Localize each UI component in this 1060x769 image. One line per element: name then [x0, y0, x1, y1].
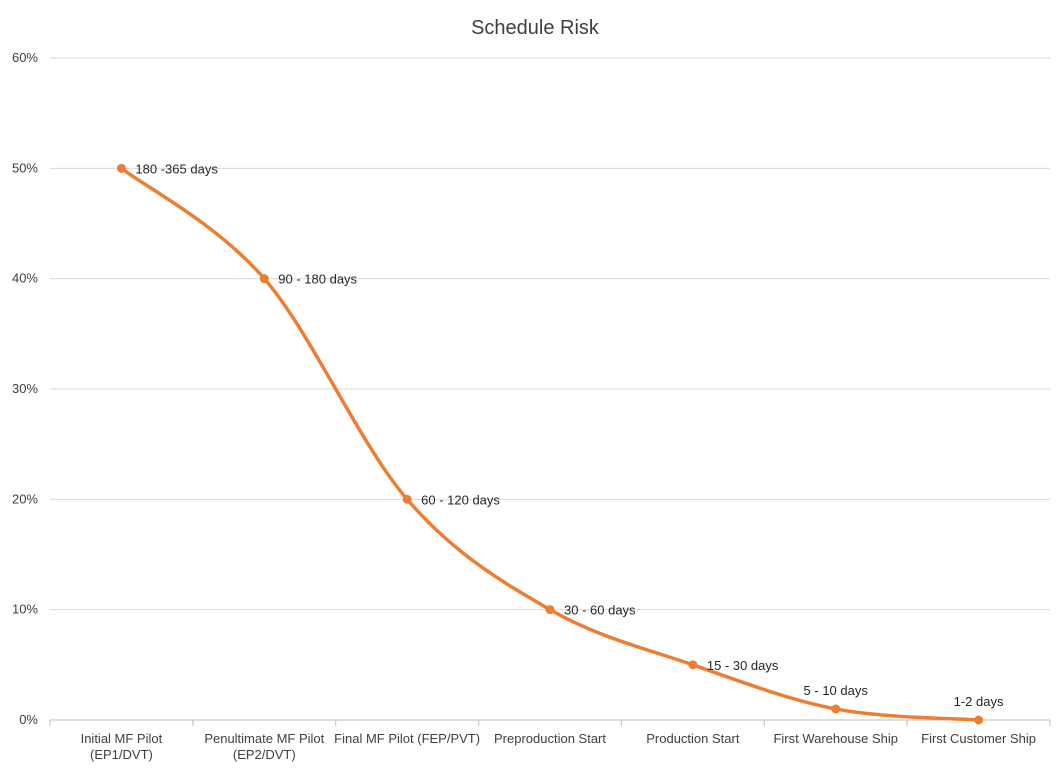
y-tick-label: 40% — [12, 271, 38, 286]
data-label: 180 -365 days — [135, 161, 218, 176]
x-tick-label: First Warehouse Ship — [773, 731, 898, 746]
data-label: 5 - 10 days — [804, 683, 869, 698]
x-tick-label: First Customer Ship — [921, 731, 1036, 746]
series-line — [119, 166, 981, 722]
data-label: 1-2 days — [954, 694, 1004, 709]
data-label: 90 - 180 days — [278, 272, 357, 287]
y-axis-tick-labels: 0% 10% 20% 30% 40% 50% 60% — [12, 50, 38, 727]
series-layer — [116, 163, 984, 725]
data-label: 30 - 60 days — [564, 603, 636, 618]
data-label: 60 - 120 days — [421, 492, 500, 507]
gridlines — [50, 57, 1050, 721]
y-tick-label: 10% — [12, 602, 38, 617]
y-tick-label: 50% — [12, 160, 38, 175]
data-point — [259, 274, 269, 284]
data-point — [974, 715, 984, 725]
x-tick-label: Preproduction Start — [494, 731, 606, 746]
y-tick-label: 30% — [12, 381, 38, 396]
x-tick-label: Production Start — [646, 731, 740, 746]
x-tick-label: Initial MF Pilot (EP1/DVT) — [81, 731, 163, 762]
data-point — [688, 660, 698, 670]
x-tick-label: Final MF Pilot (FEP/PVT) — [334, 731, 480, 746]
data-label: 15 - 30 days — [707, 658, 779, 673]
chart-title: Schedule Risk — [471, 17, 600, 39]
data-point — [831, 704, 841, 714]
x-tick-label: Penultimate MF Pilot (EP2/DVT) — [204, 731, 324, 762]
y-tick-label: 0% — [19, 712, 38, 727]
y-tick-label: 60% — [12, 50, 38, 65]
y-tick-label: 20% — [12, 491, 38, 506]
data-point — [116, 163, 126, 173]
data-point — [545, 605, 555, 615]
data-labels: 180 -365 days 90 - 180 days 60 - 120 days 3… — [135, 161, 1004, 709]
data-point — [402, 494, 412, 504]
x-axis-tick-labels: Initial MF Pilot (EP1/DVT) Penultimate MF … — [49, 720, 1051, 762]
